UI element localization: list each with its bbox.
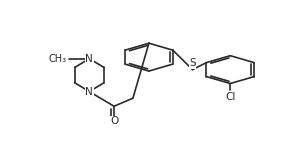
Text: S: S bbox=[189, 58, 196, 68]
Text: N: N bbox=[86, 54, 93, 64]
Text: Cl: Cl bbox=[225, 92, 235, 102]
Text: N: N bbox=[86, 87, 93, 97]
Text: O: O bbox=[110, 116, 118, 126]
Text: CH₃: CH₃ bbox=[49, 54, 67, 64]
